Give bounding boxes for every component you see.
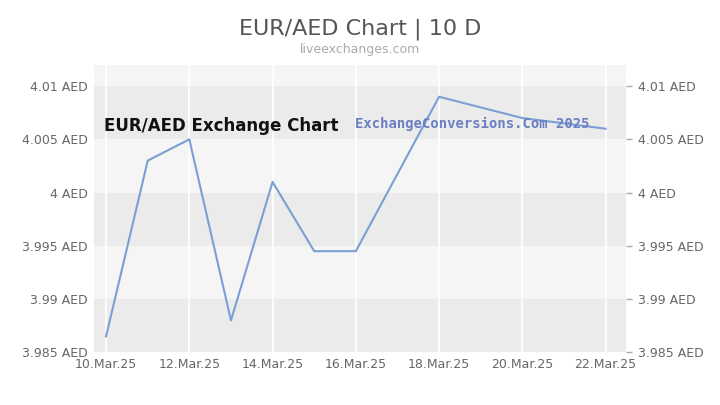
Bar	[94, 139, 626, 193]
Text: EUR/AED Exchange Chart: EUR/AED Exchange Chart	[104, 117, 338, 134]
Bar	[94, 33, 626, 86]
Bar	[94, 193, 626, 246]
Bar	[94, 299, 626, 352]
Text: liveexchanges.com: liveexchanges.com	[300, 43, 420, 55]
Text: ExchangeConversions.Com 2025: ExchangeConversions.Com 2025	[355, 117, 589, 131]
Bar	[94, 86, 626, 139]
Bar	[94, 246, 626, 299]
Text: EUR/AED Chart | 10 D: EUR/AED Chart | 10 D	[239, 18, 481, 40]
